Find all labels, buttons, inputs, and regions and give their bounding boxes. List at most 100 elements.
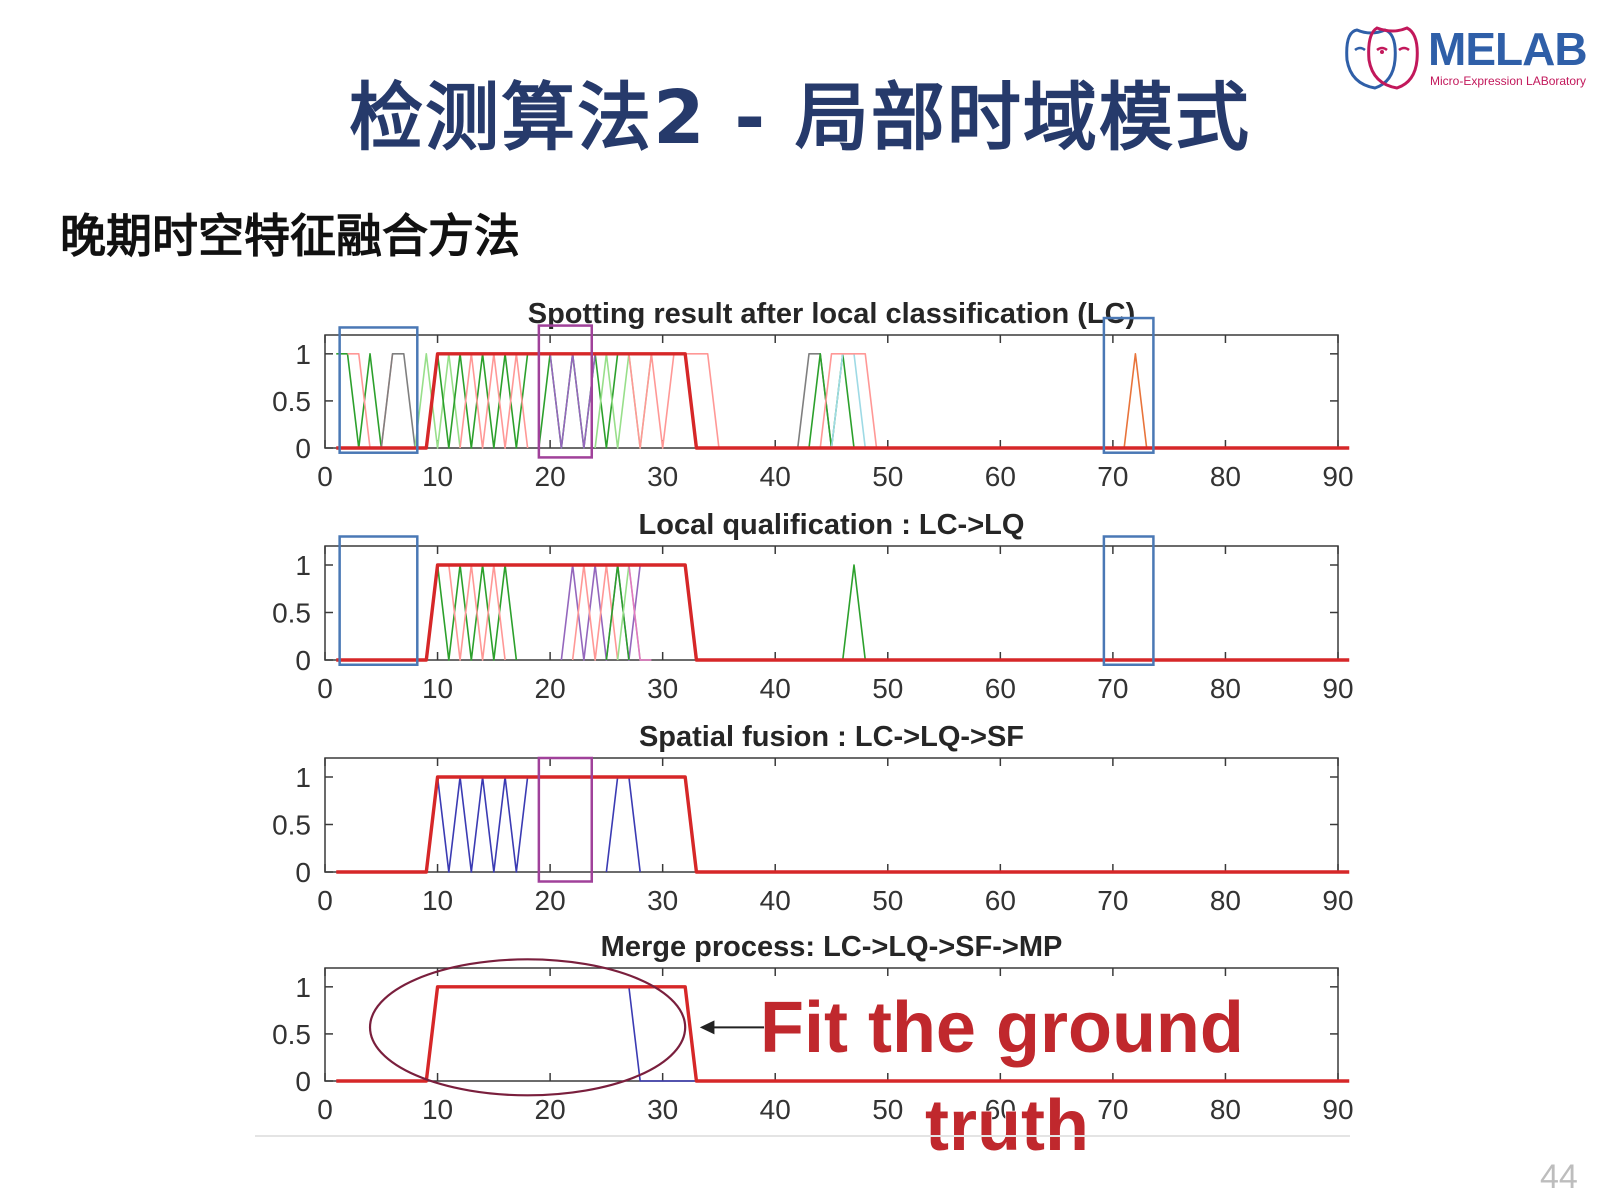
- chart-panel-3: Spatial fusion : LC->LQ->SF0 10 20 30 40 50 60…: [272, 721, 1354, 916]
- chart-title: Local qualification : LC->LQ: [639, 509, 1025, 541]
- x-tick-label: 60: [985, 885, 1016, 916]
- detection-series-line: [808, 353, 855, 449]
- annotation-arrowhead-icon: [699, 1020, 715, 1035]
- x-tick-label: 60: [985, 673, 1016, 704]
- x-tick-label: 70: [1097, 885, 1128, 916]
- x-tick-label: 10: [422, 1094, 453, 1125]
- y-tick-label: 0.5: [272, 810, 311, 841]
- ground-truth-line: [336, 775, 1350, 874]
- x-tick-label: 40: [760, 885, 791, 916]
- x-tick-label: 40: [760, 461, 791, 492]
- x-tick-label: 20: [535, 1094, 566, 1125]
- x-tick-label: 20: [535, 673, 566, 704]
- ground-truth-line: [336, 985, 1350, 1083]
- highlight-box: [1102, 535, 1155, 666]
- x-tick-label: 90: [1322, 1094, 1353, 1125]
- detection-series-line: [414, 353, 461, 449]
- x-tick-label: 60: [985, 1094, 1016, 1125]
- axes-frame: [324, 334, 1339, 449]
- detection-series-line: [336, 353, 383, 449]
- detection-series-line: [549, 353, 596, 449]
- y-tick-label: 0: [295, 433, 311, 464]
- highlight-box: [338, 326, 419, 454]
- ground-truth-line: [336, 352, 1350, 450]
- x-tick-label: 90: [1322, 673, 1353, 704]
- detection-series-line: [336, 986, 697, 1082]
- x-tick-label: 10: [422, 461, 453, 492]
- highlight-ellipse: [368, 958, 687, 1097]
- chart-panel-1: Spotting result after local classificati…: [272, 298, 1354, 492]
- axes-frame: [324, 545, 1339, 661]
- x-tick-label: 30: [647, 461, 678, 492]
- y-tick-label: 1: [295, 762, 311, 793]
- x-tick-label: 80: [1210, 673, 1241, 704]
- detection-series-line: [436, 776, 529, 873]
- detection-series-line: [594, 353, 653, 449]
- x-tick-label: 20: [535, 461, 566, 492]
- x-tick-label: 0: [317, 885, 333, 916]
- detection-series-line: [628, 353, 720, 449]
- x-tick-label: 10: [422, 885, 453, 916]
- y-tick-label: 0: [295, 1066, 311, 1097]
- x-tick-label: 80: [1210, 461, 1241, 492]
- x-tick-label: 20: [535, 885, 566, 916]
- detection-series-line: [380, 353, 416, 449]
- detection-series-line: [616, 564, 641, 661]
- melab-logo-icon: [1345, 26, 1419, 90]
- annotation-text-line2: truth: [925, 1086, 1089, 1166]
- chart-title: Spotting result after local classificati…: [528, 298, 1136, 330]
- detection-series-line: [448, 564, 506, 661]
- annotation-text-line1: Fit the ground: [760, 988, 1244, 1068]
- y-tick-label: 0.5: [272, 386, 311, 417]
- x-tick-label: 70: [1097, 673, 1128, 704]
- x-tick-label: 70: [1097, 1094, 1128, 1125]
- slide-title: 检测算法2 - 局部时域模式: [349, 75, 1251, 161]
- chart-title: Merge process: LC->LQ->SF->MP: [601, 931, 1063, 963]
- highlight-box: [338, 535, 419, 666]
- y-tick-label: 0.5: [272, 598, 311, 629]
- chart-panel-2: Local qualification : LC->LQ0 10 20 30 40 50 6…: [272, 509, 1354, 704]
- x-tick-label: 50: [872, 1094, 903, 1125]
- detection-series-line: [819, 353, 878, 449]
- y-tick-label: 1: [295, 550, 311, 581]
- x-tick-label: 40: [760, 1094, 791, 1125]
- x-tick-label: 30: [647, 1094, 678, 1125]
- x-tick-label: 70: [1097, 461, 1128, 492]
- chart-title: Spatial fusion : LC->LQ->SF: [639, 721, 1024, 753]
- x-tick-label: 0: [317, 461, 333, 492]
- logo-wordmark: MELAB: [1428, 23, 1588, 75]
- detection-series-line: [628, 564, 652, 661]
- y-tick-label: 0.5: [272, 1019, 311, 1050]
- x-tick-label: 30: [647, 673, 678, 704]
- y-tick-label: 0: [295, 645, 311, 676]
- x-tick-label: 0: [317, 673, 333, 704]
- y-tick-label: 1: [295, 972, 311, 1003]
- page-number: 44: [1540, 1158, 1578, 1196]
- axes-frame: [324, 757, 1339, 873]
- detection-series-line: [571, 564, 619, 661]
- x-tick-label: 10: [422, 673, 453, 704]
- y-tick-label: 0: [295, 857, 311, 888]
- x-tick-label: 40: [760, 673, 791, 704]
- x-tick-label: 80: [1210, 885, 1241, 916]
- highlight-box: [1102, 316, 1155, 454]
- highlight-box: [537, 324, 594, 459]
- x-tick-label: 30: [647, 885, 678, 916]
- detection-series-line: [841, 564, 867, 661]
- y-tick-label: 1: [295, 339, 311, 370]
- logo-subtitle: Micro-Expression LABoratory: [1430, 74, 1587, 88]
- x-tick-label: 50: [872, 461, 903, 492]
- x-tick-label: 80: [1210, 1094, 1241, 1125]
- detection-series-line: [347, 353, 394, 449]
- slide-subtitle: 晚期时空特征融合方法: [60, 209, 520, 263]
- detection-series-line: [1123, 353, 1148, 449]
- detection-series-line: [605, 776, 641, 873]
- chart-panel-4: Merge process: LC->LQ->SF->MP0 10 20 30 40 50…: [272, 931, 1354, 1125]
- x-tick-label: 50: [872, 885, 903, 916]
- x-tick-label: 90: [1322, 461, 1353, 492]
- x-tick-label: 0: [317, 1094, 333, 1125]
- ground-truth-line: [336, 563, 1350, 662]
- x-tick-label: 60: [985, 461, 1016, 492]
- detection-series-line: [605, 564, 630, 661]
